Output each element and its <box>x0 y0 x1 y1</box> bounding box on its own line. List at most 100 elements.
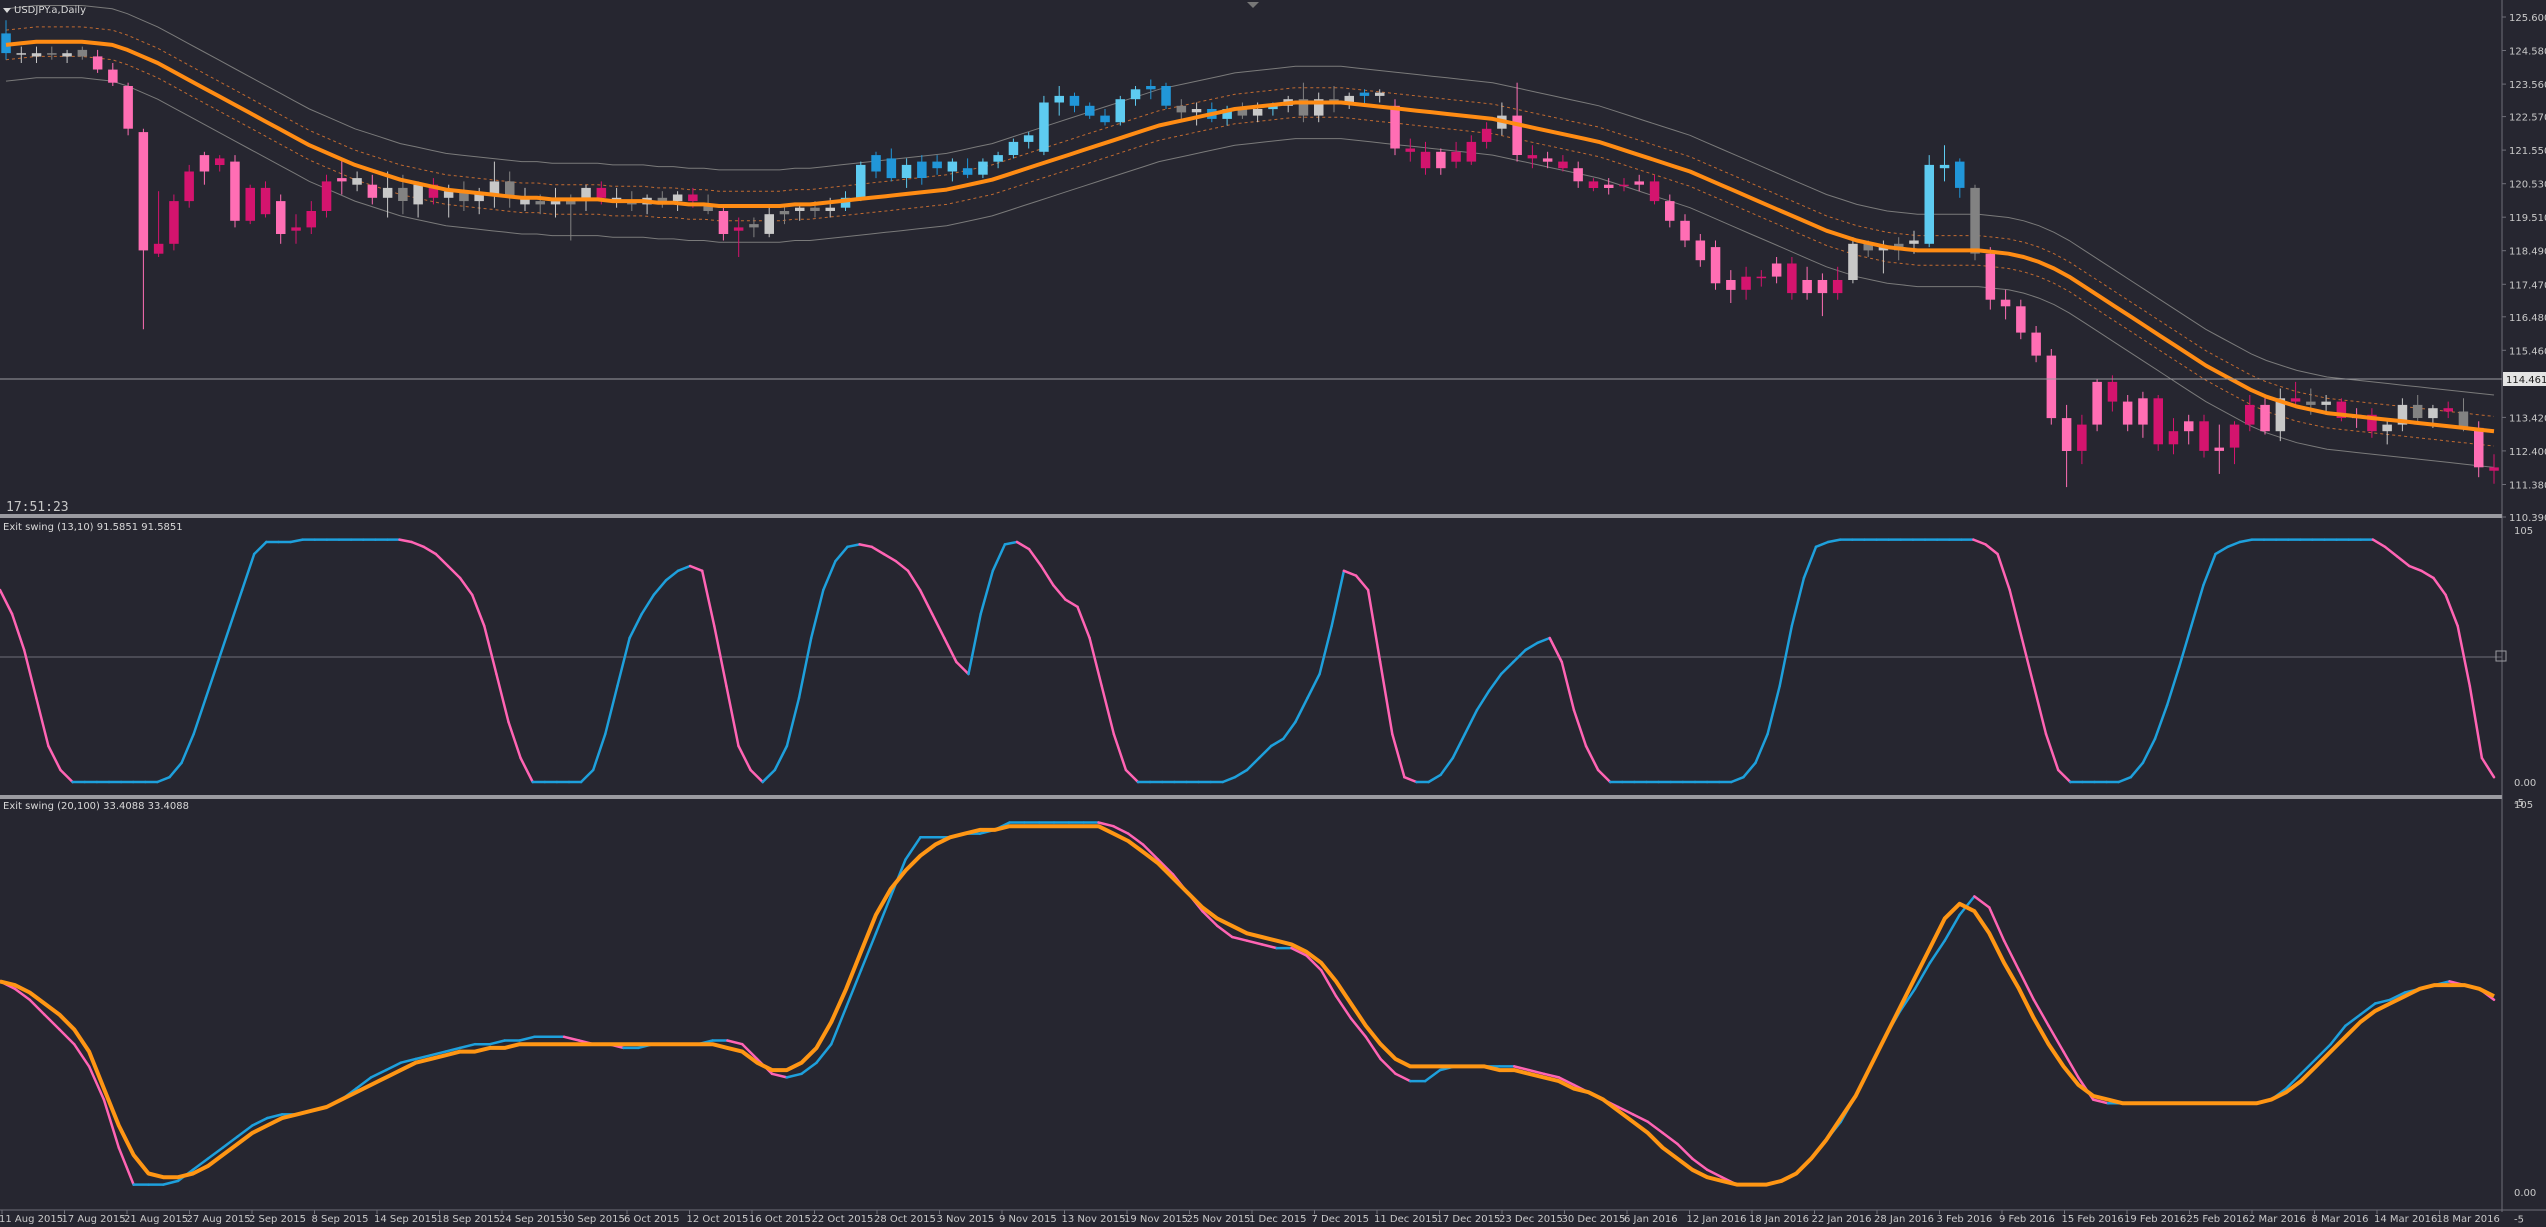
osc1-segment <box>785 696 801 748</box>
exit-swing-fast-pane[interactable]: Exit swing (13,10) 91.5851 91.5851 <box>0 522 2507 784</box>
symbol-header[interactable]: USDJPY.a,Daily <box>3 5 86 16</box>
candle-body <box>337 178 347 182</box>
osc1-segment <box>1499 660 1515 676</box>
osc1-segment <box>2129 761 2145 779</box>
time-tick-label: 8 Mar 2016 <box>2312 1214 2369 1225</box>
osc1-segment <box>1548 636 1564 664</box>
osc1-segment <box>1475 689 1491 712</box>
candle-body <box>306 211 316 228</box>
osc1-segment <box>0 588 14 616</box>
osc1-segment <box>1524 641 1539 652</box>
osc1-segment <box>955 660 970 676</box>
osc1-segment <box>1003 540 1019 546</box>
osc2-segment <box>2091 1098 2110 1105</box>
time-tick-label: 8 Sep 2015 <box>312 1214 369 1225</box>
dropdown-triangle-icon[interactable] <box>3 8 11 13</box>
osc2-segment <box>844 969 863 1009</box>
pane-divider-2[interactable] <box>0 795 2502 799</box>
osc2-segment <box>1512 1065 1531 1072</box>
candle <box>1512 82 1522 162</box>
candle-body <box>1787 263 1797 294</box>
candle <box>2107 375 2118 412</box>
osc2-segment <box>87 1065 106 1101</box>
candle-body <box>1817 280 1828 294</box>
candle <box>199 151 210 185</box>
osc2-tick-label: 105 <box>2514 800 2533 811</box>
osc1-segment <box>628 612 643 640</box>
time-tick-label: 11 Dec 2015 <box>1374 1214 1438 1225</box>
candle-body <box>1405 148 1415 152</box>
osc2-segment <box>1126 832 1145 846</box>
candle <box>1558 155 1568 172</box>
osc1-segment <box>228 588 244 628</box>
candle <box>1726 270 1736 303</box>
osc1-segment <box>446 564 462 580</box>
osc1-segment <box>604 684 619 736</box>
candle-body <box>2458 411 2469 428</box>
osc1-segment <box>1257 744 1273 760</box>
candle-body <box>474 194 484 202</box>
candle-body <box>840 197 851 208</box>
osc1-segment <box>1378 660 1394 736</box>
osc1-segment <box>676 564 692 573</box>
osc2-segment <box>1349 1017 1368 1039</box>
osc1-segment <box>2008 588 2024 640</box>
osc1-segment <box>1245 756 1261 772</box>
candle <box>291 214 301 244</box>
candle-body <box>1115 99 1125 123</box>
osc2-segment <box>1394 1072 1412 1083</box>
candle <box>672 191 683 211</box>
osc2-segment <box>874 895 892 935</box>
osc2-segment <box>191 1157 210 1172</box>
candle-body <box>1726 280 1736 290</box>
osc1-segment <box>1342 569 1358 577</box>
osc1-segment <box>640 593 656 616</box>
candle <box>2077 414 2087 465</box>
osc2-segment <box>206 1146 224 1160</box>
osc2-segment <box>1216 924 1234 939</box>
candle-body <box>2290 398 2301 402</box>
osc1-segment <box>1572 708 1588 748</box>
osc1-segment <box>1742 761 1757 779</box>
chart-shift-marker-icon[interactable] <box>1247 2 1259 8</box>
candle <box>1787 257 1797 300</box>
exit-swing-slow-pane[interactable]: Exit swing (20,100) 33.4088 33.4088 <box>0 801 2496 1187</box>
candle-body <box>1466 141 1477 162</box>
candle <box>2016 299 2026 340</box>
candle-body <box>1619 184 1629 187</box>
candle-body <box>718 211 729 234</box>
candle <box>1375 89 1385 103</box>
osc2-segment <box>2062 1050 2080 1079</box>
candle <box>733 217 744 257</box>
price-pane[interactable]: USDJPY.a,Daily 17:51:23 <box>0 2 2502 515</box>
osc1-segment <box>1233 768 1249 779</box>
osc2-segment <box>518 1035 536 1042</box>
osc1-segment <box>240 552 256 592</box>
osc1-segment <box>2444 593 2459 628</box>
level-handle-icon[interactable] <box>2495 650 2507 662</box>
candle-body <box>1130 89 1141 100</box>
osc1-segment <box>1112 732 1128 772</box>
osc2-segment <box>2329 1024 2347 1046</box>
candle <box>779 204 790 225</box>
candle <box>1680 214 1690 248</box>
candle-body <box>1558 161 1568 169</box>
candle-body <box>1771 263 1782 277</box>
time-tick-label: 17 Aug 2015 <box>62 1214 126 1225</box>
time-tick-label: 6 Oct 2015 <box>624 1214 679 1225</box>
osc1-segment <box>652 579 668 597</box>
candle <box>1619 178 1629 192</box>
osc1-segment <box>10 612 26 652</box>
osc2-segment <box>859 932 878 972</box>
osc1-segment <box>846 543 861 549</box>
candle-body <box>1054 95 1064 103</box>
osc1-segment <box>1536 636 1551 645</box>
price-tick-label: 111.380 <box>2509 481 2546 492</box>
candle <box>1695 234 1706 267</box>
price-tick-label: 112.400 <box>2509 447 2546 458</box>
osc2-segment <box>28 998 46 1016</box>
osc1-segment <box>906 569 922 592</box>
pane-divider-1[interactable] <box>0 514 2502 518</box>
candle-body <box>1710 247 1721 284</box>
